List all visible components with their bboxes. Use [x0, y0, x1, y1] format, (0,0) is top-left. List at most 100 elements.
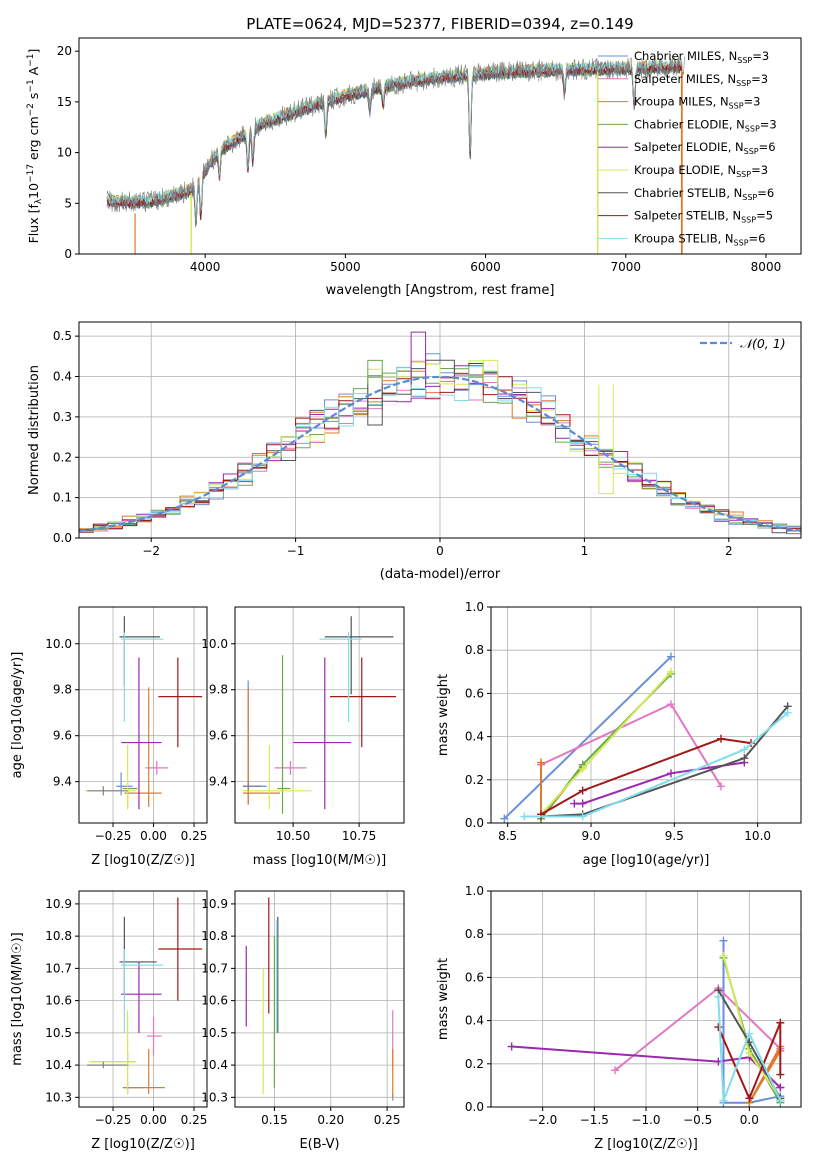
xtick-label: 0.15: [261, 1113, 288, 1127]
axes-frame-mass-vs-EBV: [234, 890, 405, 1108]
line-kroupa_stelib: [717, 996, 782, 1101]
ytick-label: 0.2: [465, 1057, 484, 1071]
marker-kroupa_stelib: [745, 1029, 754, 1038]
ytick-label: 1.0: [465, 600, 484, 614]
histogram-xtick-label: −1: [287, 544, 305, 558]
line-salpeter_stelib: [717, 1022, 782, 1101]
xlabel-massweight-vs-Z: Z [log10(Z/Z☉)]: [594, 1137, 698, 1152]
histogram-spike: [482, 359, 499, 385]
normal-curve: [78, 375, 802, 532]
marker-kroupa_stelib: [520, 812, 529, 821]
ylabel-massweight-vs-Z: mass weight: [436, 958, 451, 1040]
histogram-step-kroupa_elodie: [79, 360, 801, 532]
ytick-label: 10.4: [201, 1058, 228, 1072]
ytick-label: 10.7: [201, 961, 228, 975]
histogram-ticks: −2 −1 0 1 2 0.0 0.1 0.2 0.3 0.4 0.5: [53, 329, 733, 558]
ytick-label: 1.0: [465, 884, 484, 898]
marker-salpeter_stelib: [578, 786, 587, 795]
legend-label-kroupa_stelib: Kroupa STELIB, NSSP=6: [634, 231, 765, 247]
histogram-legend: 𝒩(0, 1): [700, 336, 786, 351]
xtick-label: 10.50: [276, 829, 310, 843]
plot-area-massweight-vs-Z: [491, 891, 801, 1107]
marker-kroupa_stelib: [740, 745, 749, 754]
ytick-label: 10.6: [201, 994, 228, 1008]
legend-label-chabrier_stelib: Chabrier STELIB, NSSP=6: [634, 186, 774, 202]
xtick-label: 10.0: [744, 829, 771, 843]
ytick-label: 10.9: [201, 897, 228, 911]
ylabel-mass-vs-Z: mass [log10(M/M☉)]: [10, 932, 25, 1065]
marker-salpeter_stelib: [714, 1023, 723, 1032]
axes-frame-age-vs-mass: [234, 606, 405, 824]
ytick-label: 10.3: [201, 1090, 228, 1104]
plot-area-age-vs-Z: [79, 607, 207, 823]
marker-salpeter_elodie: [507, 1042, 516, 1051]
histogram-spike: [367, 384, 383, 426]
line-salpeter_stelib: [540, 737, 752, 816]
xtick-label: −1.0: [631, 1113, 660, 1127]
ytick-label: 9.4: [209, 775, 228, 789]
xtick-label: 9.5: [665, 829, 684, 843]
plot-area-mass-vs-EBV: [235, 891, 404, 1107]
marker-kroupa_elodie: [719, 951, 728, 960]
xtick-label: 9.0: [581, 829, 600, 843]
parameter-panels: −0.25 0.00 0.25 9.4 9.6 9.8 10.0 Z [log10(Z/Z☉)…: [10, 600, 802, 1152]
panel-massweight-vs-age: 8.5 9.0 9.5 10.0 0.0 0.2 0.4 0.6 0.8 1.0 age [log1…: [436, 600, 802, 868]
spectrum-axes-frame: [78, 37, 802, 255]
histogram-spike: [367, 359, 383, 385]
xtick-label: 0.0: [740, 1113, 759, 1127]
ytick-label: 9.6: [53, 729, 72, 743]
ylabel-massweight-vs-age: mass weight: [436, 674, 451, 756]
marker-chabrier_miles: [500, 814, 509, 823]
ytick-label: 10.0: [45, 637, 72, 651]
spectrum-ytick-label: 10: [57, 146, 72, 160]
ytick-label: 10.8: [45, 929, 72, 943]
marker-chabrier_miles: [719, 936, 728, 945]
ytick-label: 0.0: [465, 1100, 484, 1114]
panel-mass-vs-EBV: 0.15 0.20 0.25 10.3 10.4 10.5 10.6 10.7 10.8 10.9…: [201, 890, 405, 1152]
histogram-ytick-label: 0.3: [53, 410, 72, 424]
ytick-label: 0.6: [465, 686, 484, 700]
spectrum-panel: PLATE=0624, MJD=52377, FIBERID=0394, z=0…: [26, 15, 802, 298]
marker-kroupa_stelib: [719, 1096, 728, 1105]
marker-salpeter_elodie: [578, 799, 587, 808]
xlabel-mass-vs-Z: Z [log10(Z/Z☉)]: [91, 1137, 195, 1152]
histogram-plot-area: [78, 322, 802, 539]
legend-label-salpeter_miles: Salpeter MILES, NSSP=3: [634, 72, 768, 88]
ytick-label: 0.6: [465, 970, 484, 984]
ytick-label: 0.0: [465, 816, 484, 830]
marker-salpeter_miles: [717, 782, 725, 791]
spectrum-xtick-label: 6000: [470, 260, 501, 274]
xtick-label: 0.25: [181, 829, 208, 843]
histogram-xtick-label: 1: [581, 544, 589, 558]
spectrum-ytick-label: 15: [57, 95, 72, 109]
histogram-ytick-label: 0.0: [53, 531, 72, 545]
line-salpeter_elodie: [574, 761, 745, 805]
spectrum-ytick-label: 0: [64, 247, 72, 261]
line-chabrier_elodie: [540, 673, 672, 820]
spectrum-ylabel: Flux [fλ10−17 erg cm−2 s−1 A−1]: [26, 49, 44, 244]
marker-kroupa_miles: [537, 758, 545, 767]
ytick-label: 10.4: [45, 1058, 72, 1072]
ytick-label: 0.4: [465, 730, 484, 744]
ytick-label: 10.8: [201, 929, 228, 943]
histogram-xtick-label: −2: [142, 544, 160, 558]
histogram-xtick-label: 0: [436, 544, 444, 558]
ytick-label: 10.0: [201, 637, 228, 651]
spectrum-xtick-label: 8000: [751, 260, 782, 274]
marker-kroupa_elodie: [578, 765, 587, 773]
marker-salpeter_elodie: [776, 1083, 785, 1092]
spectrum-xlabel: wavelength [Angstrom, rest frame]: [326, 283, 555, 298]
normal-legend-label: 𝒩(0, 1): [740, 336, 786, 351]
histogram-ytick-label: 0.1: [53, 491, 72, 505]
marker-chabrier_stelib: [740, 754, 749, 763]
marker-chabrier_miles: [667, 652, 675, 661]
xlabel-mass-vs-EBV: E(B-V): [299, 1137, 339, 1152]
xtick-label: −0.25: [95, 829, 132, 843]
marker-salpeter_stelib: [745, 1094, 754, 1103]
spectrum-legend: Chabrier MILES, NSSP=3 Salpeter MILES, NS…: [598, 49, 777, 247]
ytick-label: 9.8: [209, 683, 228, 697]
marker-kroupa_stelib: [776, 1096, 785, 1105]
line-chabrier_miles: [722, 940, 781, 1104]
ytick-label: 10.5: [45, 1026, 72, 1040]
panel-age-vs-Z: −0.25 0.00 0.25 9.4 9.6 9.8 10.0 Z [log10(Z/Z☉)…: [10, 606, 208, 868]
